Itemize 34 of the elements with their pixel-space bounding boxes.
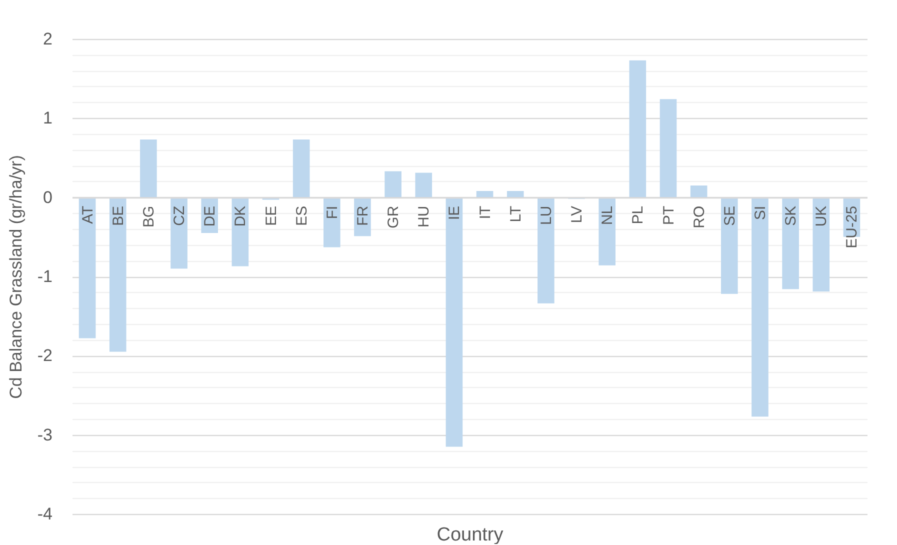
x-tick-label: LU (538, 206, 555, 226)
x-tick-label: SK (782, 206, 800, 226)
y-tick-label: 2 (43, 30, 52, 48)
x-tick-label: RO (690, 206, 708, 228)
x-tick-label: DK (232, 206, 250, 227)
y-tick-label: 1 (43, 108, 52, 128)
x-tick-label: FI (324, 206, 341, 220)
y-tick-label: -4 (37, 504, 52, 524)
x-tick-label: PT (660, 206, 678, 226)
x-tick-label: BE (110, 206, 127, 226)
y-axis-title: Cd Balance Grassland (gr/ha/yr) (6, 155, 26, 399)
x-tick-label: BG (140, 206, 158, 228)
y-tick-label: 0 (43, 188, 52, 207)
x-tick-label: HU (416, 206, 433, 228)
x-tick-label: FR (354, 206, 372, 226)
x-tick-label: ES (293, 206, 310, 226)
x-tick-label: CZ (171, 206, 188, 226)
x-tick-label: IT (476, 206, 494, 220)
x-tick-label: NL (599, 206, 616, 226)
x-tick-label: UK (813, 206, 830, 227)
y-tick-label: -1 (37, 267, 52, 286)
x-tick-label: SE (721, 206, 738, 226)
x-tick-label: LT (507, 206, 524, 222)
x-tick-label: IE (446, 206, 464, 220)
x-tick-label: LV (568, 206, 586, 224)
x-tick-label: PL (630, 206, 647, 224)
x-tick-label: GR (385, 206, 402, 228)
x-tick-label: DE (202, 206, 219, 227)
y-tick-label: -3 (37, 425, 52, 444)
x-tick-label: EE (262, 206, 280, 226)
x-tick-label: EU-25 (844, 206, 861, 248)
x-tick-label: SI (752, 206, 769, 220)
x-tick-label: AT (79, 206, 96, 224)
y-tick-label: -2 (37, 346, 52, 366)
